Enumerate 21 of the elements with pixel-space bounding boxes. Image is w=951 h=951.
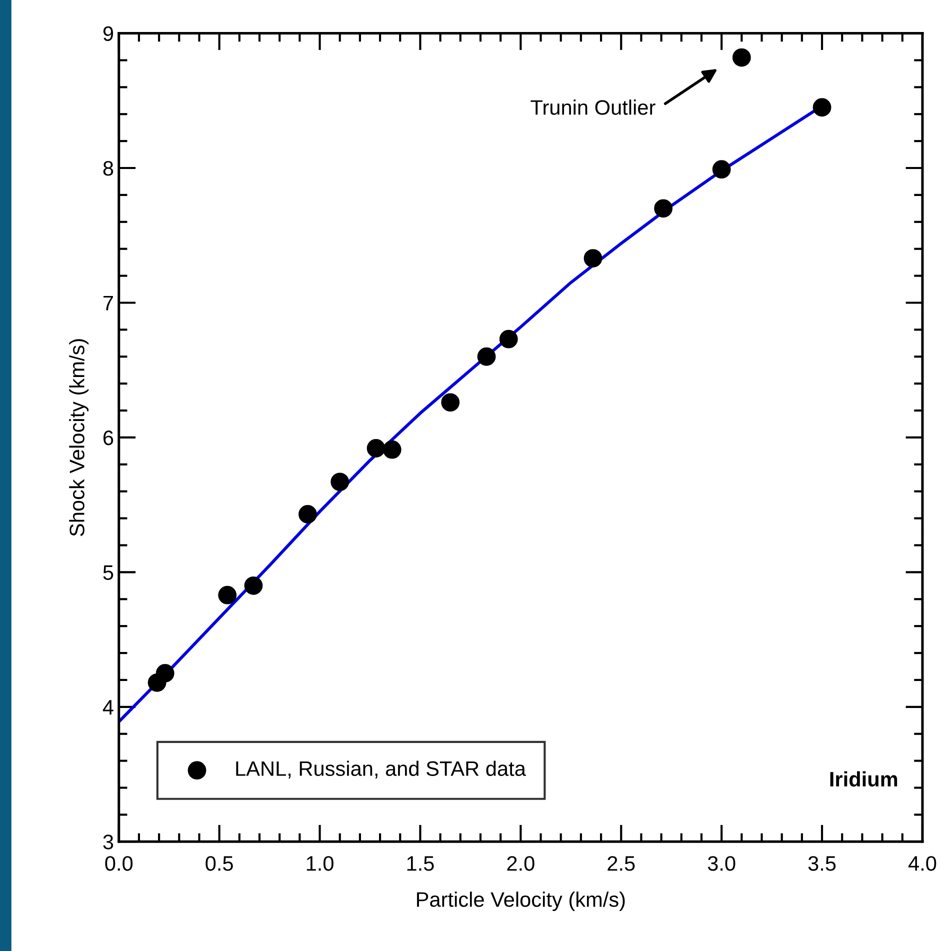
y-tick-label: 9 <box>103 26 114 42</box>
x-tick-label: 1.5 <box>407 856 434 871</box>
x-tick-label: 1.0 <box>306 856 334 871</box>
x-tick-label: 0.0 <box>105 856 133 871</box>
legend-label: LANL, Russian, and STAR data <box>236 760 526 778</box>
x-tick-label: 2.0 <box>507 856 534 871</box>
x-tick-label: 0.5 <box>206 856 233 871</box>
x-tick-label: 2.5 <box>608 856 635 871</box>
y-axis-title: Shock Velocity (km/s) <box>69 339 89 536</box>
y-tick-label: 8 <box>103 161 114 176</box>
x-axis-title: Particle Velocity (km/s) <box>417 892 625 912</box>
annotation: Iridium <box>830 771 898 787</box>
y-tick-label: 3 <box>103 834 114 850</box>
x-tick-label: 3.0 <box>708 856 736 871</box>
y-tick-label: 7 <box>103 296 113 310</box>
y-tick-label: 6 <box>103 430 114 446</box>
y-tick-label: 5 <box>103 565 114 580</box>
x-tick-label: 3.5 <box>808 856 836 871</box>
y-tick-label: 4 <box>102 700 114 714</box>
x-tick-label: 4.0 <box>908 856 936 871</box>
annotation: Trunin Outlier <box>530 100 656 115</box>
